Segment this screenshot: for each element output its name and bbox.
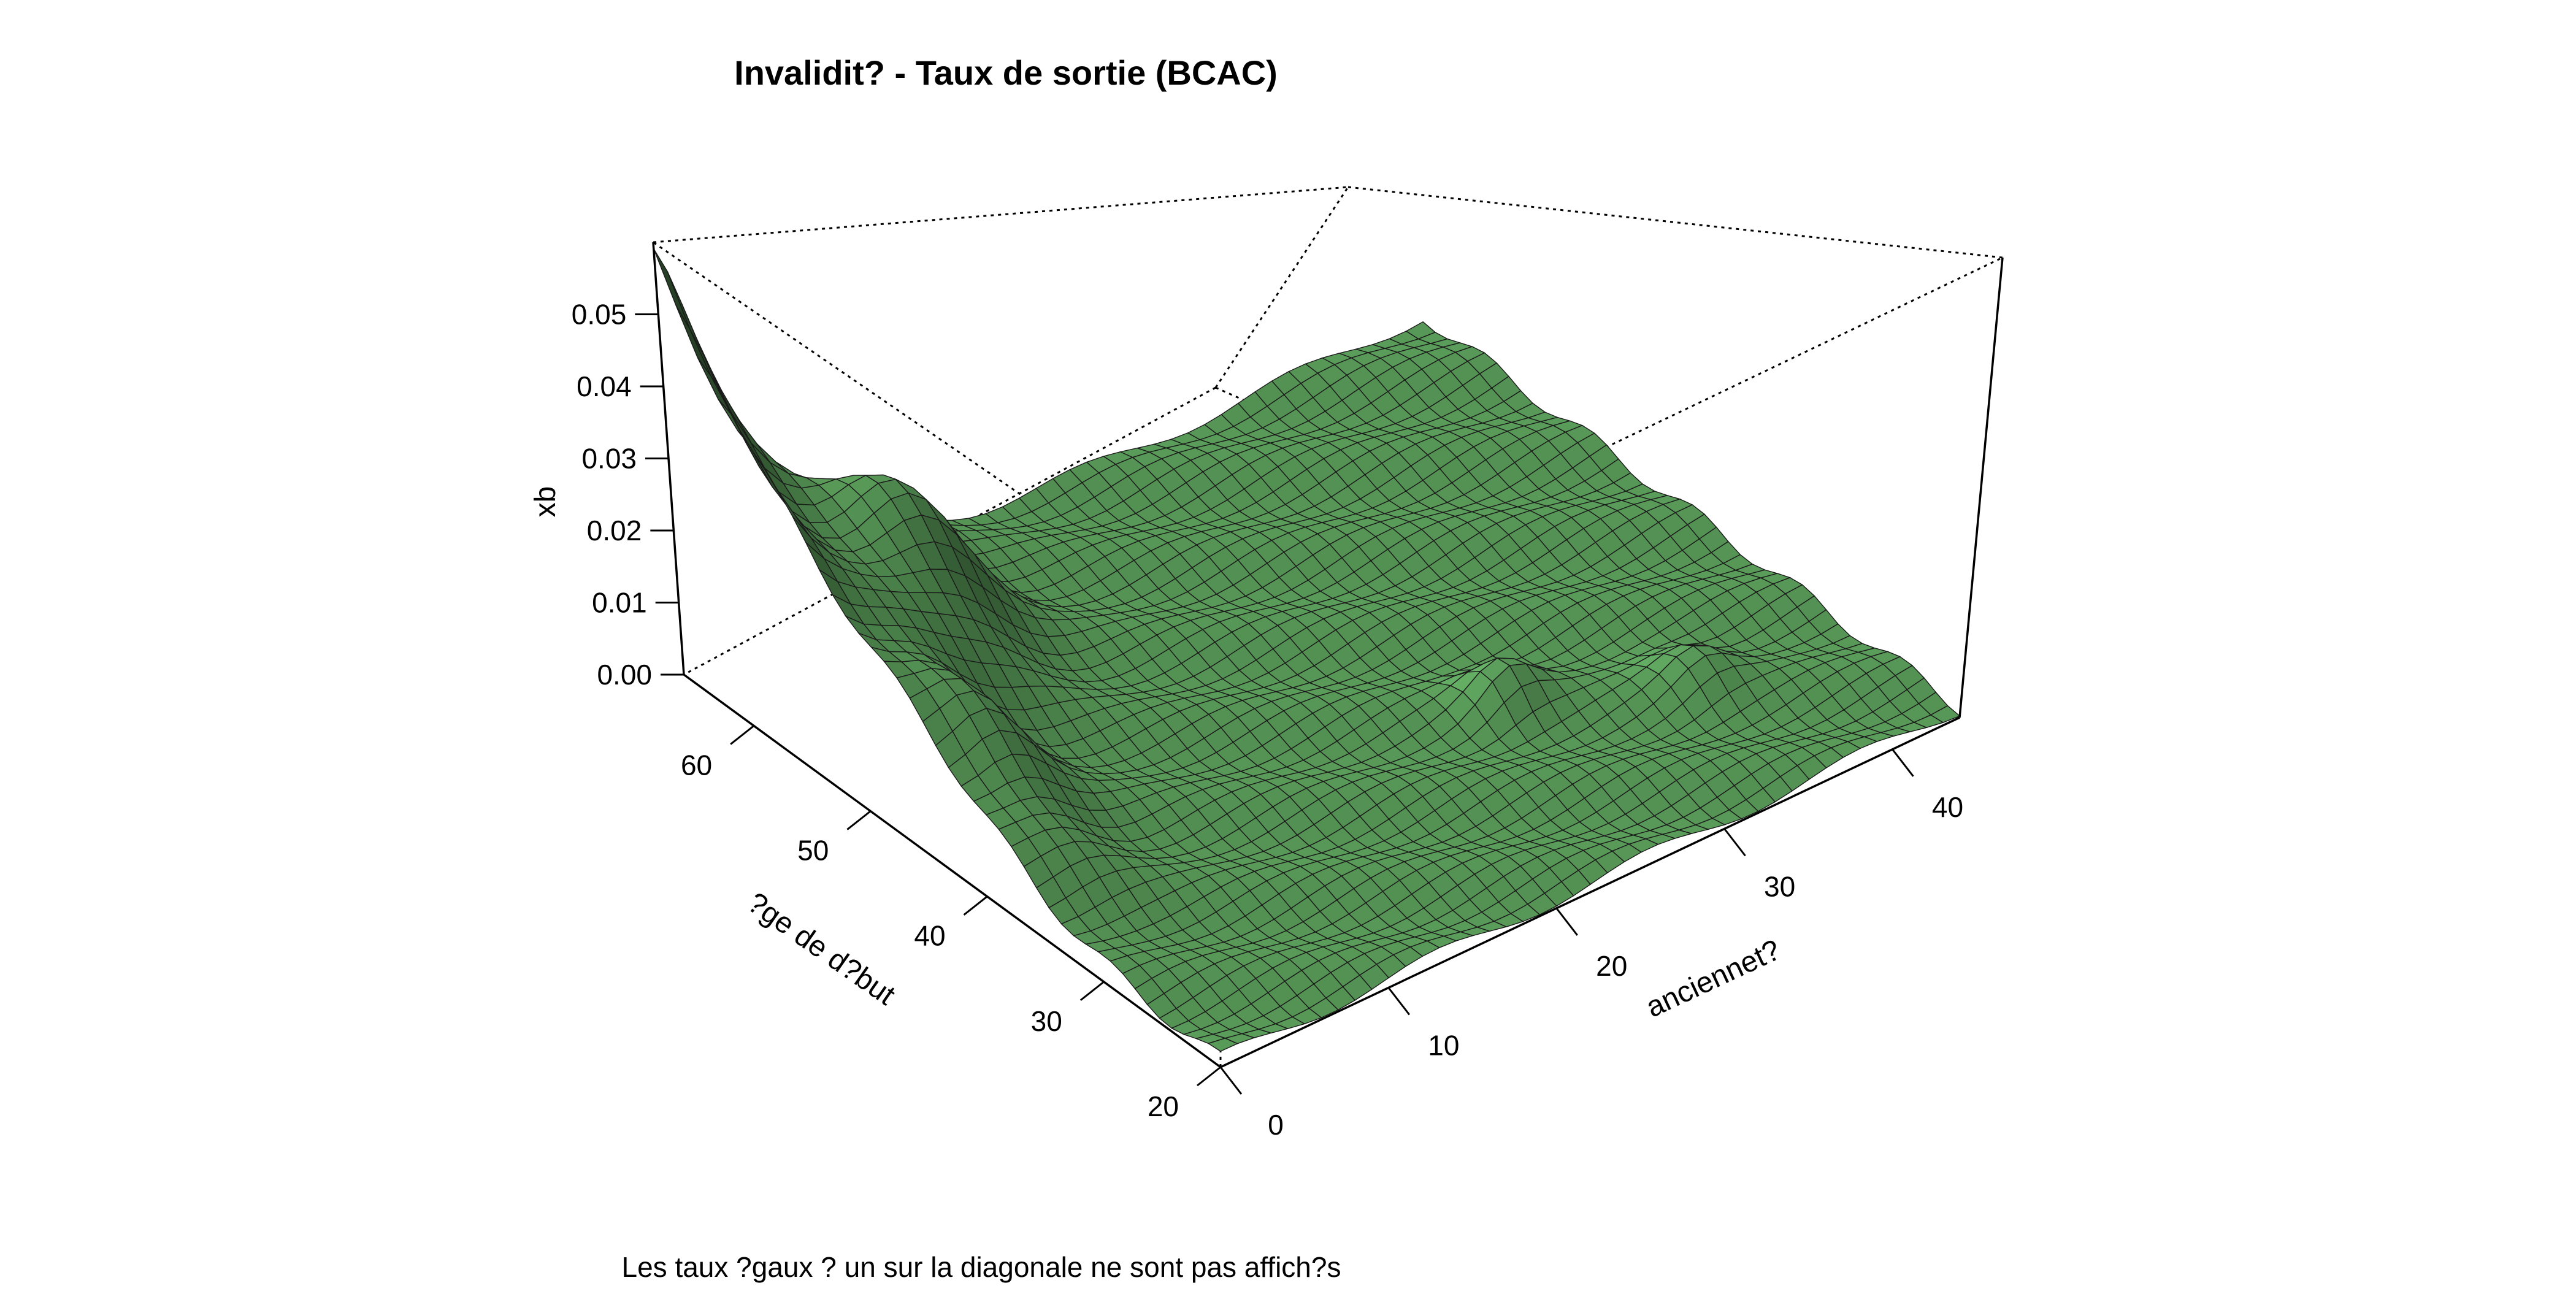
z-tick-label: 0.02 [587,515,642,546]
seniority-tick-label: 10 [1428,1029,1459,1061]
surface-facet [731,413,765,469]
z-tick-label: 0.03 [581,443,637,475]
seniority-axis-label: anciennet? [1641,933,1785,1024]
surface-facet [1207,1038,1239,1052]
age-tick-mark [1197,1066,1221,1087]
surface-facet [675,305,711,377]
seniority-tick-label: 0 [1268,1109,1284,1141]
z-tick-label: 0.05 [572,299,627,331]
chart-caption: Les taux ?gaux ? un sur la diagonale ne … [622,1251,1341,1283]
z-tick-label: 0.00 [597,659,652,691]
box-top-back-left-edge [653,186,1349,243]
surface-mesh [653,248,1961,1052]
z-tick-label: 0.01 [592,587,647,619]
age-tick-mark [846,810,872,830]
seniority-tick-mark [1387,987,1411,1016]
age-axis-label: ?ge de d?but [742,886,901,1011]
age-tick-label: 20 [1148,1090,1179,1122]
axes: 0.00 0.01 0.02 0.03 0.04 0.05 20 30 40 50 60 0 10 20 3… [572,299,1963,1141]
age-tick-mark [1079,981,1105,1002]
seniority-tick-mark [1723,828,1746,857]
z-axis-label: xb [529,486,562,518]
box-top-front-right-edge [1220,256,2003,633]
seniority-tick-label: 30 [1764,870,1795,902]
seniority-tick-label: 20 [1596,950,1627,982]
z-tick-label: 0.04 [577,370,632,402]
age-tick-mark [963,895,988,916]
seniority-tick-label: 40 [1932,791,1963,823]
box-top-back-right-edge [1347,186,2003,259]
age-tick-label: 40 [914,920,945,952]
surface-facet [717,383,752,443]
age-tick-label: 30 [1031,1005,1062,1037]
seniority-tick-mark [1555,907,1578,936]
surface-facet [697,357,732,415]
seniority-tick-mark [1892,748,1914,777]
seniority-tick-mark [1219,1067,1243,1095]
age-tick-mark [730,725,755,745]
box-right-vertical-edge [1958,257,2004,718]
box-back-vertical-edge [1214,186,1349,388]
box-front-left-edge [683,673,1222,1068]
age-tick-label: 50 [797,835,829,867]
box-front-right-edge [1220,716,1960,1068]
chart-title: Invalidit? - Taux de sortie (BCAC) [734,53,1278,92]
age-tick-label: 60 [681,749,712,781]
